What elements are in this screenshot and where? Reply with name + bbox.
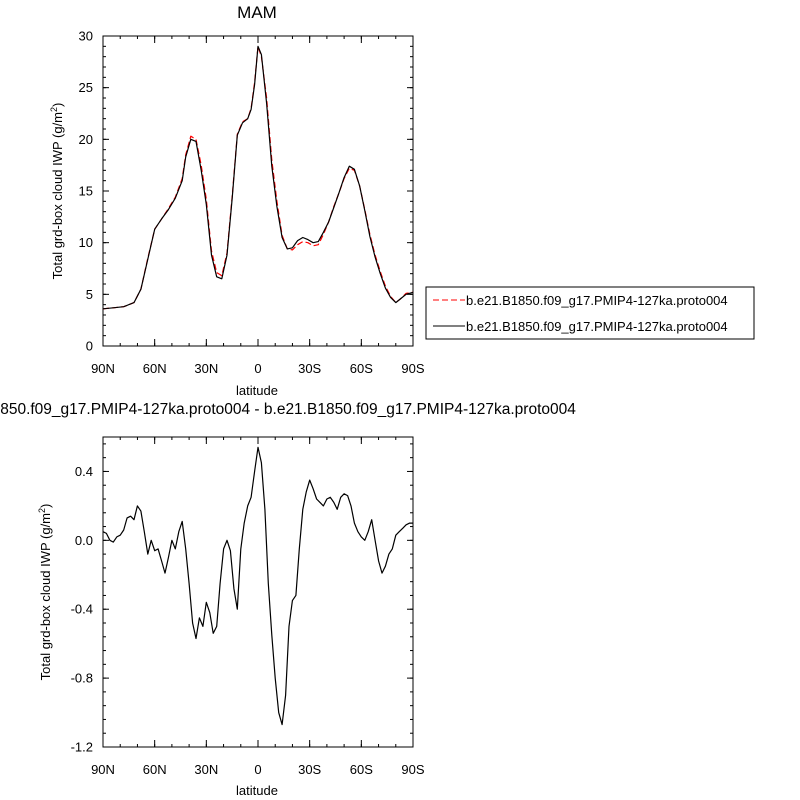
plot-frame — [102, 35, 414, 347]
x-axis: 90N 60N 30N 0 30S 60S 90S — [91, 36, 425, 376]
x-tick-label: 0 — [254, 361, 261, 376]
y-tick-label: 0.4 — [75, 464, 93, 479]
y-tick-label: 10 — [79, 235, 93, 250]
x-tick-label: 90N — [91, 361, 115, 376]
y-tick-label: 15 — [79, 184, 93, 199]
chart-title: b.e21.B1850.f09_g17.PMIP4-127ka.proto004… — [0, 401, 576, 418]
x-tick-label: 30N — [194, 361, 218, 376]
x-tick-label: 0 — [254, 762, 261, 777]
x-tick-label: 60N — [143, 762, 167, 777]
x-tick-label: 90S — [401, 361, 424, 376]
x-tick-label: 60S — [350, 361, 373, 376]
y-tick-label: -1.2 — [71, 740, 93, 755]
y-tick-label: -0.4 — [71, 602, 93, 617]
y-tick-label: 5 — [86, 287, 93, 302]
y-axis: -1.2 -0.8 -0.4 0.0 0.4 — [71, 443, 413, 755]
plot-lines — [102, 446, 413, 726]
mean-panel: MAM 0 5 10 15 20 25 30 90N 60N 30N 0 30S 60S 90S lat… — [49, 3, 755, 398]
x-axis-label: latitude — [236, 783, 278, 798]
x-axis: 90N 60N 30N 0 30S 60S 90S — [91, 437, 425, 777]
series-line-0 — [102, 446, 413, 726]
y-axis: 0 5 10 15 20 25 30 — [79, 29, 413, 354]
y-tick-label: 0.0 — [75, 533, 93, 548]
plot-lines — [102, 45, 414, 310]
y-axis-label: Total grd-box cloud IWP (g/m2) — [49, 103, 65, 280]
x-axis-label: latitude — [236, 383, 278, 398]
y-tick-label: -0.8 — [71, 671, 93, 686]
x-tick-label: 90S — [401, 762, 424, 777]
y-tick-label: 25 — [79, 80, 93, 95]
legend-entry-0: b.e21.B1850.f09_g17.PMIP4-127ka.proto004 — [466, 293, 728, 308]
y-tick-label: 30 — [79, 29, 93, 44]
x-tick-label: 30S — [298, 361, 321, 376]
difference-panel: b.e21.B1850.f09_g17.PMIP4-127ka.proto004… — [0, 401, 576, 798]
y-axis-label: Total grd-box cloud IWP (g/m2) — [37, 504, 53, 681]
x-tick-label: 30N — [194, 762, 218, 777]
legend-entry-1: b.e21.B1850.f09_g17.PMIP4-127ka.proto004 — [466, 319, 728, 334]
x-tick-label: 60S — [350, 762, 373, 777]
y-tick-label: 20 — [79, 132, 93, 147]
series-line-1 — [102, 45, 414, 310]
y-tick-label: 0 — [86, 339, 93, 354]
plot-frame — [102, 436, 414, 748]
legend-box — [425, 286, 755, 340]
series-line-0 — [102, 45, 414, 310]
x-tick-label: 90N — [91, 762, 115, 777]
chart-title: MAM — [237, 3, 277, 22]
x-tick-label: 60N — [143, 361, 167, 376]
legend: b.e21.B1850.f09_g17.PMIP4-127ka.proto004… — [425, 286, 755, 340]
x-tick-label: 30S — [298, 762, 321, 777]
